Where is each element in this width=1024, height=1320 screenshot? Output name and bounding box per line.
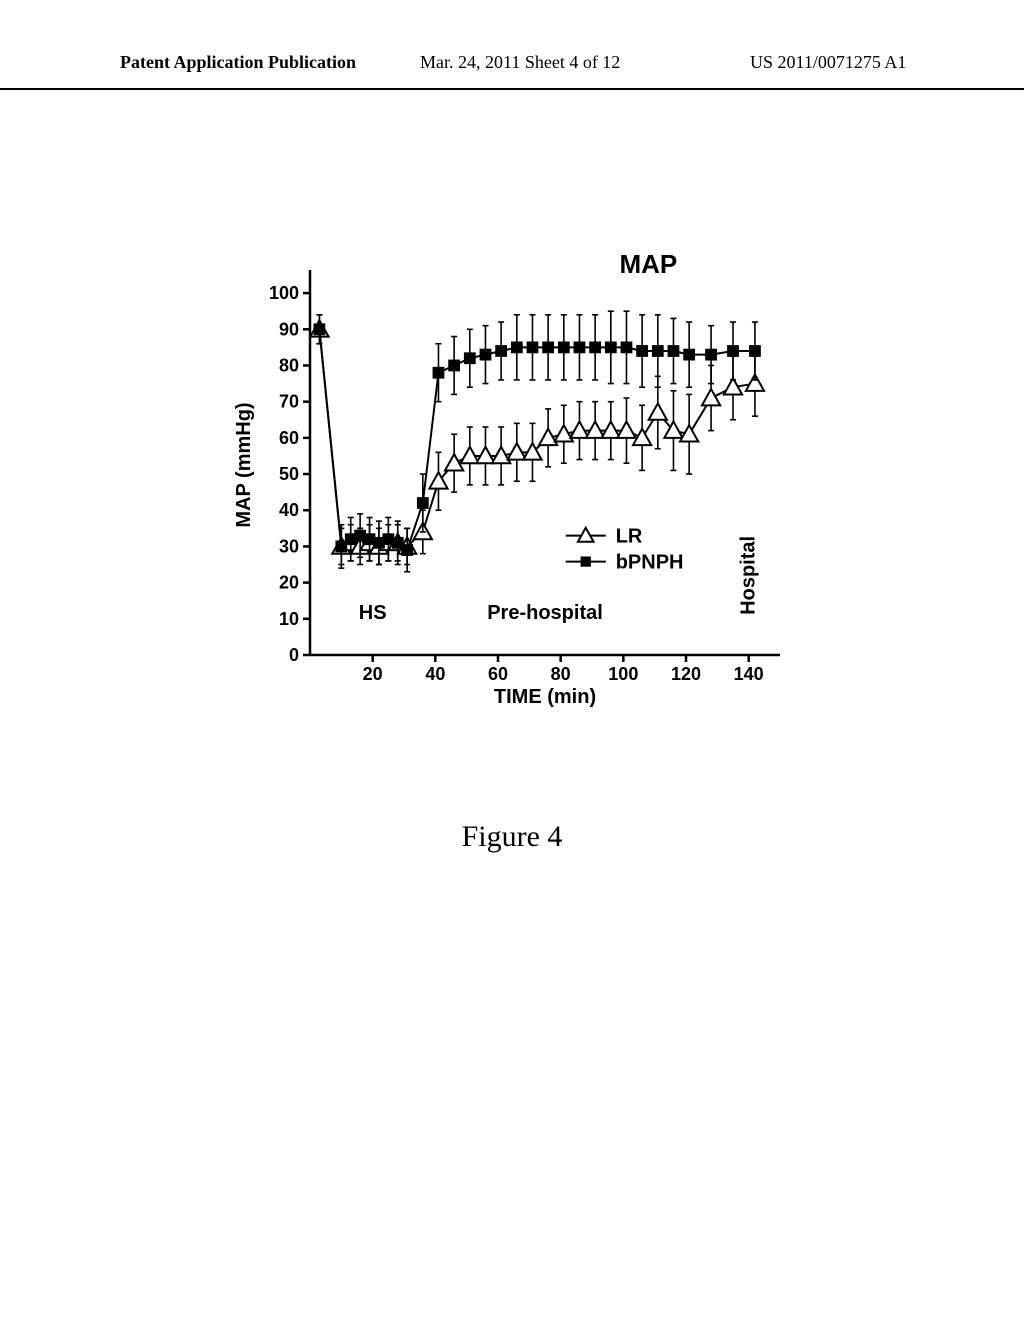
svg-text:120: 120 xyxy=(671,664,701,684)
header-mid: Mar. 24, 2011 Sheet 4 of 12 xyxy=(420,52,620,73)
svg-text:20: 20 xyxy=(279,573,299,593)
svg-text:Hospital: Hospital xyxy=(738,536,760,615)
svg-text:60: 60 xyxy=(488,664,508,684)
svg-text:90: 90 xyxy=(279,319,299,339)
page-header: Patent Application Publication Mar. 24, … xyxy=(0,52,1024,90)
svg-text:140: 140 xyxy=(734,664,764,684)
header-right: US 2011/0071275 A1 xyxy=(750,52,906,73)
svg-text:TIME (min): TIME (min) xyxy=(494,686,596,708)
svg-text:40: 40 xyxy=(425,664,445,684)
svg-text:10: 10 xyxy=(279,609,299,629)
svg-text:HS: HS xyxy=(359,602,387,624)
svg-text:80: 80 xyxy=(551,664,571,684)
svg-text:LR: LR xyxy=(616,526,643,548)
svg-text:30: 30 xyxy=(279,536,299,556)
figure-caption: Figure 4 xyxy=(0,820,1024,854)
svg-text:100: 100 xyxy=(608,664,638,684)
svg-text:50: 50 xyxy=(279,464,299,484)
svg-text:MAP (mmHg): MAP (mmHg) xyxy=(233,402,255,527)
svg-text:40: 40 xyxy=(279,500,299,520)
header-left: Patent Application Publication xyxy=(120,52,356,73)
svg-text:0: 0 xyxy=(289,645,299,665)
svg-text:MAP: MAP xyxy=(620,250,678,279)
svg-text:20: 20 xyxy=(363,664,383,684)
svg-text:70: 70 xyxy=(279,392,299,412)
svg-text:60: 60 xyxy=(279,428,299,448)
svg-text:80: 80 xyxy=(279,355,299,375)
map-chart: MAP 0 10 20 30 40 50 60 70 80 90 100 20 40 60 80 100 120 1… xyxy=(220,250,820,710)
chart-svg: MAP 0 10 20 30 40 50 60 70 80 90 100 20 40 60 80 100 120 1… xyxy=(220,250,820,710)
svg-text:Pre-hospital: Pre-hospital xyxy=(487,602,603,624)
svg-text:100: 100 xyxy=(269,283,299,303)
page: Patent Application Publication Mar. 24, … xyxy=(0,0,1024,1320)
svg-text:bPNPH: bPNPH xyxy=(616,552,684,574)
